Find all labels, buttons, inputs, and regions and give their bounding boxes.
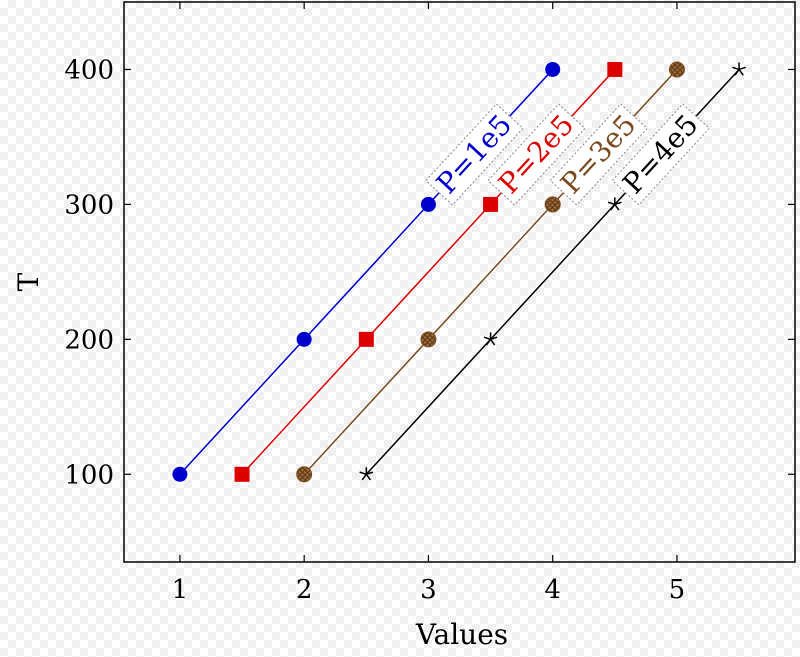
y-tick-label: 300 <box>64 190 114 220</box>
x-axis-label: Values <box>415 618 508 651</box>
series-1: P=1e5 <box>172 61 561 482</box>
data-point <box>420 196 436 212</box>
data-point <box>420 331 437 348</box>
plot-frame <box>123 1 796 563</box>
data-point <box>359 467 374 481</box>
y-axis: 100 200 300 400 <box>64 55 795 490</box>
data-point <box>607 61 623 77</box>
x-tick-label: 5 <box>669 575 686 605</box>
x-tick-label: 4 <box>544 575 561 605</box>
data-point <box>296 331 312 347</box>
data-point <box>668 61 685 78</box>
x-tick-label: 3 <box>420 575 437 605</box>
data-point <box>732 62 746 76</box>
y-axis-label: T <box>12 272 45 291</box>
data-point <box>545 61 561 77</box>
data-point <box>358 331 374 347</box>
y-tick-label: 100 <box>64 460 114 490</box>
x-tick-label: 2 <box>296 575 313 605</box>
data-point <box>607 197 622 211</box>
data-point <box>483 332 498 346</box>
data-point <box>172 466 188 482</box>
x-axis: 1 2 3 4 5 <box>172 2 686 605</box>
y-tick-label: 400 <box>64 55 114 85</box>
y-tick-label: 200 <box>64 325 114 355</box>
data-point <box>483 196 499 212</box>
data-point <box>296 466 313 483</box>
data-point <box>544 196 561 213</box>
series-2: P=2e5 <box>234 61 623 482</box>
data-point <box>234 466 250 482</box>
x-tick-label: 1 <box>172 575 189 605</box>
